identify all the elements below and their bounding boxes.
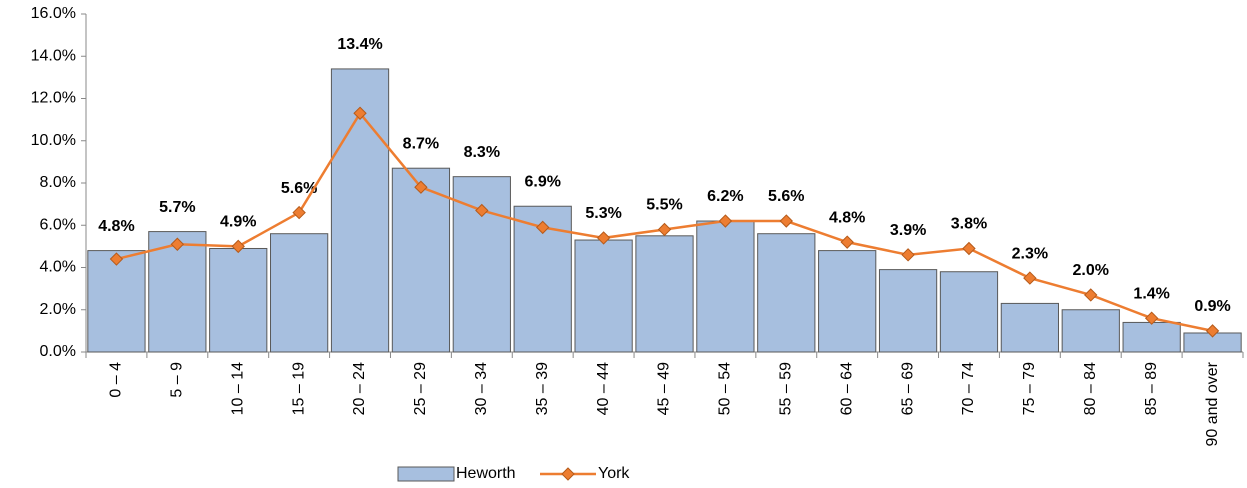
x-tick-label: 90 and over [1204, 361, 1221, 446]
x-tick-label: 85 – 89 [1143, 362, 1160, 415]
value-label: 2.0% [1073, 262, 1109, 279]
x-tick-label: 15 – 19 [290, 362, 307, 415]
legend-label: York [598, 465, 630, 482]
marker [231, 239, 245, 254]
marker [657, 222, 672, 237]
bar [391, 167, 451, 353]
bar [878, 269, 938, 353]
legend-marker [561, 467, 575, 481]
bar [939, 271, 999, 353]
y-tick-label: 2.0% [40, 301, 76, 318]
marker [353, 106, 367, 120]
x-tick-label: 60 – 64 [838, 362, 855, 415]
value-label: 3.9% [890, 222, 926, 239]
marker [718, 214, 733, 228]
value-label: 4.8% [829, 209, 865, 226]
value-label: 4.8% [98, 218, 134, 235]
x-tick-label: 10 – 14 [229, 362, 246, 415]
x-tick-label: 80 – 84 [1082, 362, 1099, 415]
bar [818, 250, 877, 353]
value-label: 13.4% [337, 36, 382, 53]
legend-swatch [397, 466, 455, 482]
marker [596, 231, 611, 245]
marker [1023, 271, 1037, 285]
value-label: 8.7% [403, 135, 439, 152]
y-tick-label: 12.0% [31, 90, 76, 107]
marker [840, 235, 854, 249]
marker [1205, 324, 1220, 338]
bar [757, 233, 816, 353]
y-tick-label: 6.0% [40, 216, 76, 233]
x-tick-label: 40 – 44 [595, 362, 612, 415]
bar [696, 220, 755, 353]
bar [87, 250, 146, 353]
value-label: 6.9% [524, 173, 560, 190]
x-tick-label: 20 – 24 [351, 362, 368, 415]
value-label: 0.9% [1194, 298, 1230, 315]
x-tick-label: 65 – 69 [899, 362, 916, 415]
x-tick-label: 25 – 29 [412, 362, 429, 415]
marker [962, 241, 976, 256]
bar [270, 233, 329, 353]
x-tick-label: 5 – 9 [169, 362, 186, 398]
bar [148, 231, 207, 353]
bar [1000, 302, 1059, 353]
value-label: 6.2% [707, 188, 743, 205]
marker [536, 220, 550, 235]
value-label: 4.9% [220, 214, 256, 231]
value-label: 5.5% [646, 197, 682, 214]
marker [779, 214, 793, 228]
value-label: 3.8% [951, 216, 987, 233]
marker [170, 237, 185, 251]
marker [901, 248, 915, 262]
x-tick-label: 35 – 39 [534, 362, 551, 415]
x-tick-label: 75 – 79 [1021, 362, 1038, 415]
value-label: 2.3% [1012, 245, 1048, 262]
y-tick-label: 14.0% [31, 47, 76, 64]
bar [574, 239, 633, 353]
marker [414, 180, 428, 194]
x-tick-label: 45 – 49 [656, 362, 673, 415]
x-tick-label: 55 – 59 [778, 362, 795, 415]
bar [1122, 321, 1181, 353]
legend-label: Heworth [456, 465, 516, 482]
value-label: 8.3% [464, 144, 500, 161]
bar [635, 235, 694, 353]
y-tick-label: 8.0% [40, 174, 76, 191]
y-tick-label: 4.0% [40, 259, 76, 276]
value-label: 5.6% [768, 188, 804, 205]
marker [1084, 288, 1098, 302]
marker [292, 205, 306, 220]
y-tick-label: 16.0% [31, 5, 76, 22]
x-tick-label: 70 – 74 [960, 362, 977, 415]
marker [109, 252, 124, 266]
value-label: 5.7% [159, 199, 195, 216]
value-label: 5.3% [585, 205, 621, 222]
y-tick-label: 10.0% [31, 132, 76, 149]
x-tick-label: 30 – 34 [473, 362, 490, 415]
value-label: 1.4% [1133, 285, 1169, 302]
marker [475, 203, 489, 218]
value-label: 5.6% [281, 180, 317, 197]
x-tick-label: 50 – 54 [717, 362, 734, 415]
bar [209, 247, 268, 353]
bar [1061, 309, 1120, 353]
x-tick-label: 0 – 4 [108, 362, 125, 398]
marker [1144, 311, 1159, 325]
y-tick-label: 0.0% [40, 343, 76, 360]
